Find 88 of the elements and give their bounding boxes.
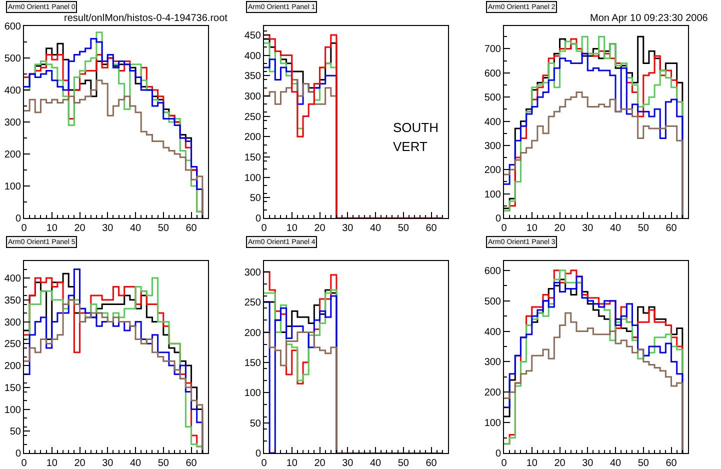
y-tick-label: 50 bbox=[10, 426, 22, 438]
x-tick-label: 10 bbox=[46, 458, 58, 469]
x-tick-label: 40 bbox=[130, 458, 142, 469]
y-tick-label: 250 bbox=[244, 112, 262, 123]
x-tick-label: 10 bbox=[526, 458, 538, 469]
y-tick-label: 400 bbox=[4, 274, 22, 285]
x-tick-label: 10 bbox=[286, 223, 298, 234]
y-tick-label: 150 bbox=[4, 382, 22, 394]
x-tick-label: 30 bbox=[342, 223, 354, 234]
y-tick-label: 0 bbox=[495, 448, 502, 460]
x-tick-label: 10 bbox=[46, 223, 58, 234]
y-tick-label: 200 bbox=[4, 361, 22, 372]
x-tick-label: 50 bbox=[398, 223, 410, 234]
x-tick-label: 40 bbox=[130, 223, 142, 234]
x-tick-label: 60 bbox=[186, 458, 198, 469]
x-tick-label: 30 bbox=[342, 458, 354, 469]
y-tick-label: 100 bbox=[484, 418, 502, 430]
x-tick-label: 60 bbox=[426, 223, 438, 234]
x-tick-label: 30 bbox=[582, 458, 594, 469]
y-tick-label: 200 bbox=[484, 165, 502, 176]
text: result/onlMon/histos-0-4-194736.root bbox=[64, 13, 228, 24]
y-tick-label: 100 bbox=[4, 404, 22, 416]
y-tick-label: 100 bbox=[4, 182, 22, 192]
x-tick-label: 30 bbox=[102, 223, 114, 234]
x-tick-label: 20 bbox=[74, 223, 86, 234]
y-tick-label: 400 bbox=[244, 50, 262, 62]
y-tick-label: 50 bbox=[250, 193, 262, 204]
x-tick-label: 20 bbox=[314, 223, 326, 234]
x-tick-label: 10 bbox=[286, 458, 298, 469]
y-tick-label: 600 bbox=[484, 68, 502, 80]
x-tick-label: 60 bbox=[666, 458, 678, 469]
x-tick-label: 60 bbox=[186, 223, 198, 234]
y-tick-label: 300 bbox=[244, 91, 262, 102]
y-tick-label: 300 bbox=[4, 118, 22, 128]
x-tick-label: 40 bbox=[370, 458, 382, 469]
x-tick-label: 60 bbox=[666, 223, 678, 234]
y-tick-label: 150 bbox=[244, 358, 262, 369]
y-tick-label: 500 bbox=[484, 92, 502, 104]
y-tick-label: 500 bbox=[4, 54, 22, 64]
x-tick-label: 40 bbox=[610, 223, 622, 234]
y-tick-label: 0 bbox=[15, 448, 22, 460]
y-tick-label: 700 bbox=[484, 44, 502, 56]
y-tick-label: 200 bbox=[244, 328, 262, 339]
y-tick-label: 500 bbox=[484, 296, 502, 308]
y-tick-label: 0 bbox=[255, 448, 262, 460]
x-tick-label: 20 bbox=[554, 458, 566, 469]
x-tick-label: 40 bbox=[610, 458, 622, 469]
y-tick-label: 450 bbox=[244, 30, 262, 42]
y-tick-label: 100 bbox=[484, 189, 502, 200]
y-tick-label: 100 bbox=[244, 388, 262, 400]
x-tick-label: 20 bbox=[554, 223, 566, 234]
x-tick-label: 30 bbox=[102, 458, 114, 469]
y-tick-label: 300 bbox=[4, 317, 22, 328]
y-tick-label: 350 bbox=[4, 295, 22, 306]
x-tick-label: 20 bbox=[74, 458, 86, 469]
y-tick-label: 100 bbox=[244, 172, 262, 184]
y-tick-label: 300 bbox=[484, 357, 502, 368]
y-tick-label: 250 bbox=[244, 298, 262, 309]
y-tick-label: 0 bbox=[15, 214, 22, 224]
x-tick-label: 20 bbox=[314, 458, 326, 469]
annotation: SOUTH bbox=[393, 120, 438, 135]
x-tick-label: 50 bbox=[398, 458, 410, 469]
y-tick-label: 0 bbox=[255, 214, 262, 224]
x-tick-label: 60 bbox=[426, 458, 438, 469]
y-tick-label: 300 bbox=[244, 267, 262, 278]
x-tick-label: 30 bbox=[582, 223, 594, 234]
y-tick-label: 200 bbox=[4, 150, 22, 160]
y-tick-label: 350 bbox=[244, 71, 262, 82]
y-tick-label: 150 bbox=[244, 152, 262, 164]
y-tick-label: 400 bbox=[4, 86, 22, 96]
x-tick-label: 50 bbox=[638, 223, 650, 234]
y-tick-label: 0 bbox=[495, 214, 502, 224]
y-tick-label: 300 bbox=[484, 140, 502, 152]
x-tick-label: 50 bbox=[638, 458, 650, 469]
y-tick-label: 50 bbox=[250, 418, 262, 430]
y-tick-label: 600 bbox=[484, 266, 502, 277]
annotation: VERT bbox=[393, 139, 428, 154]
y-tick-label: 200 bbox=[244, 132, 262, 144]
text: Mon Apr 10 09:23:30 2006 bbox=[590, 13, 708, 24]
x-tick-label: 50 bbox=[158, 458, 170, 469]
y-tick-label: 600 bbox=[4, 22, 22, 32]
y-tick-label: 250 bbox=[4, 339, 22, 350]
y-tick-label: 400 bbox=[484, 326, 502, 338]
y-tick-label: 400 bbox=[484, 116, 502, 128]
x-tick-label: 40 bbox=[370, 223, 382, 234]
x-tick-label: 10 bbox=[526, 223, 538, 234]
y-tick-label: 200 bbox=[484, 388, 502, 399]
x-tick-label: 50 bbox=[158, 223, 170, 234]
